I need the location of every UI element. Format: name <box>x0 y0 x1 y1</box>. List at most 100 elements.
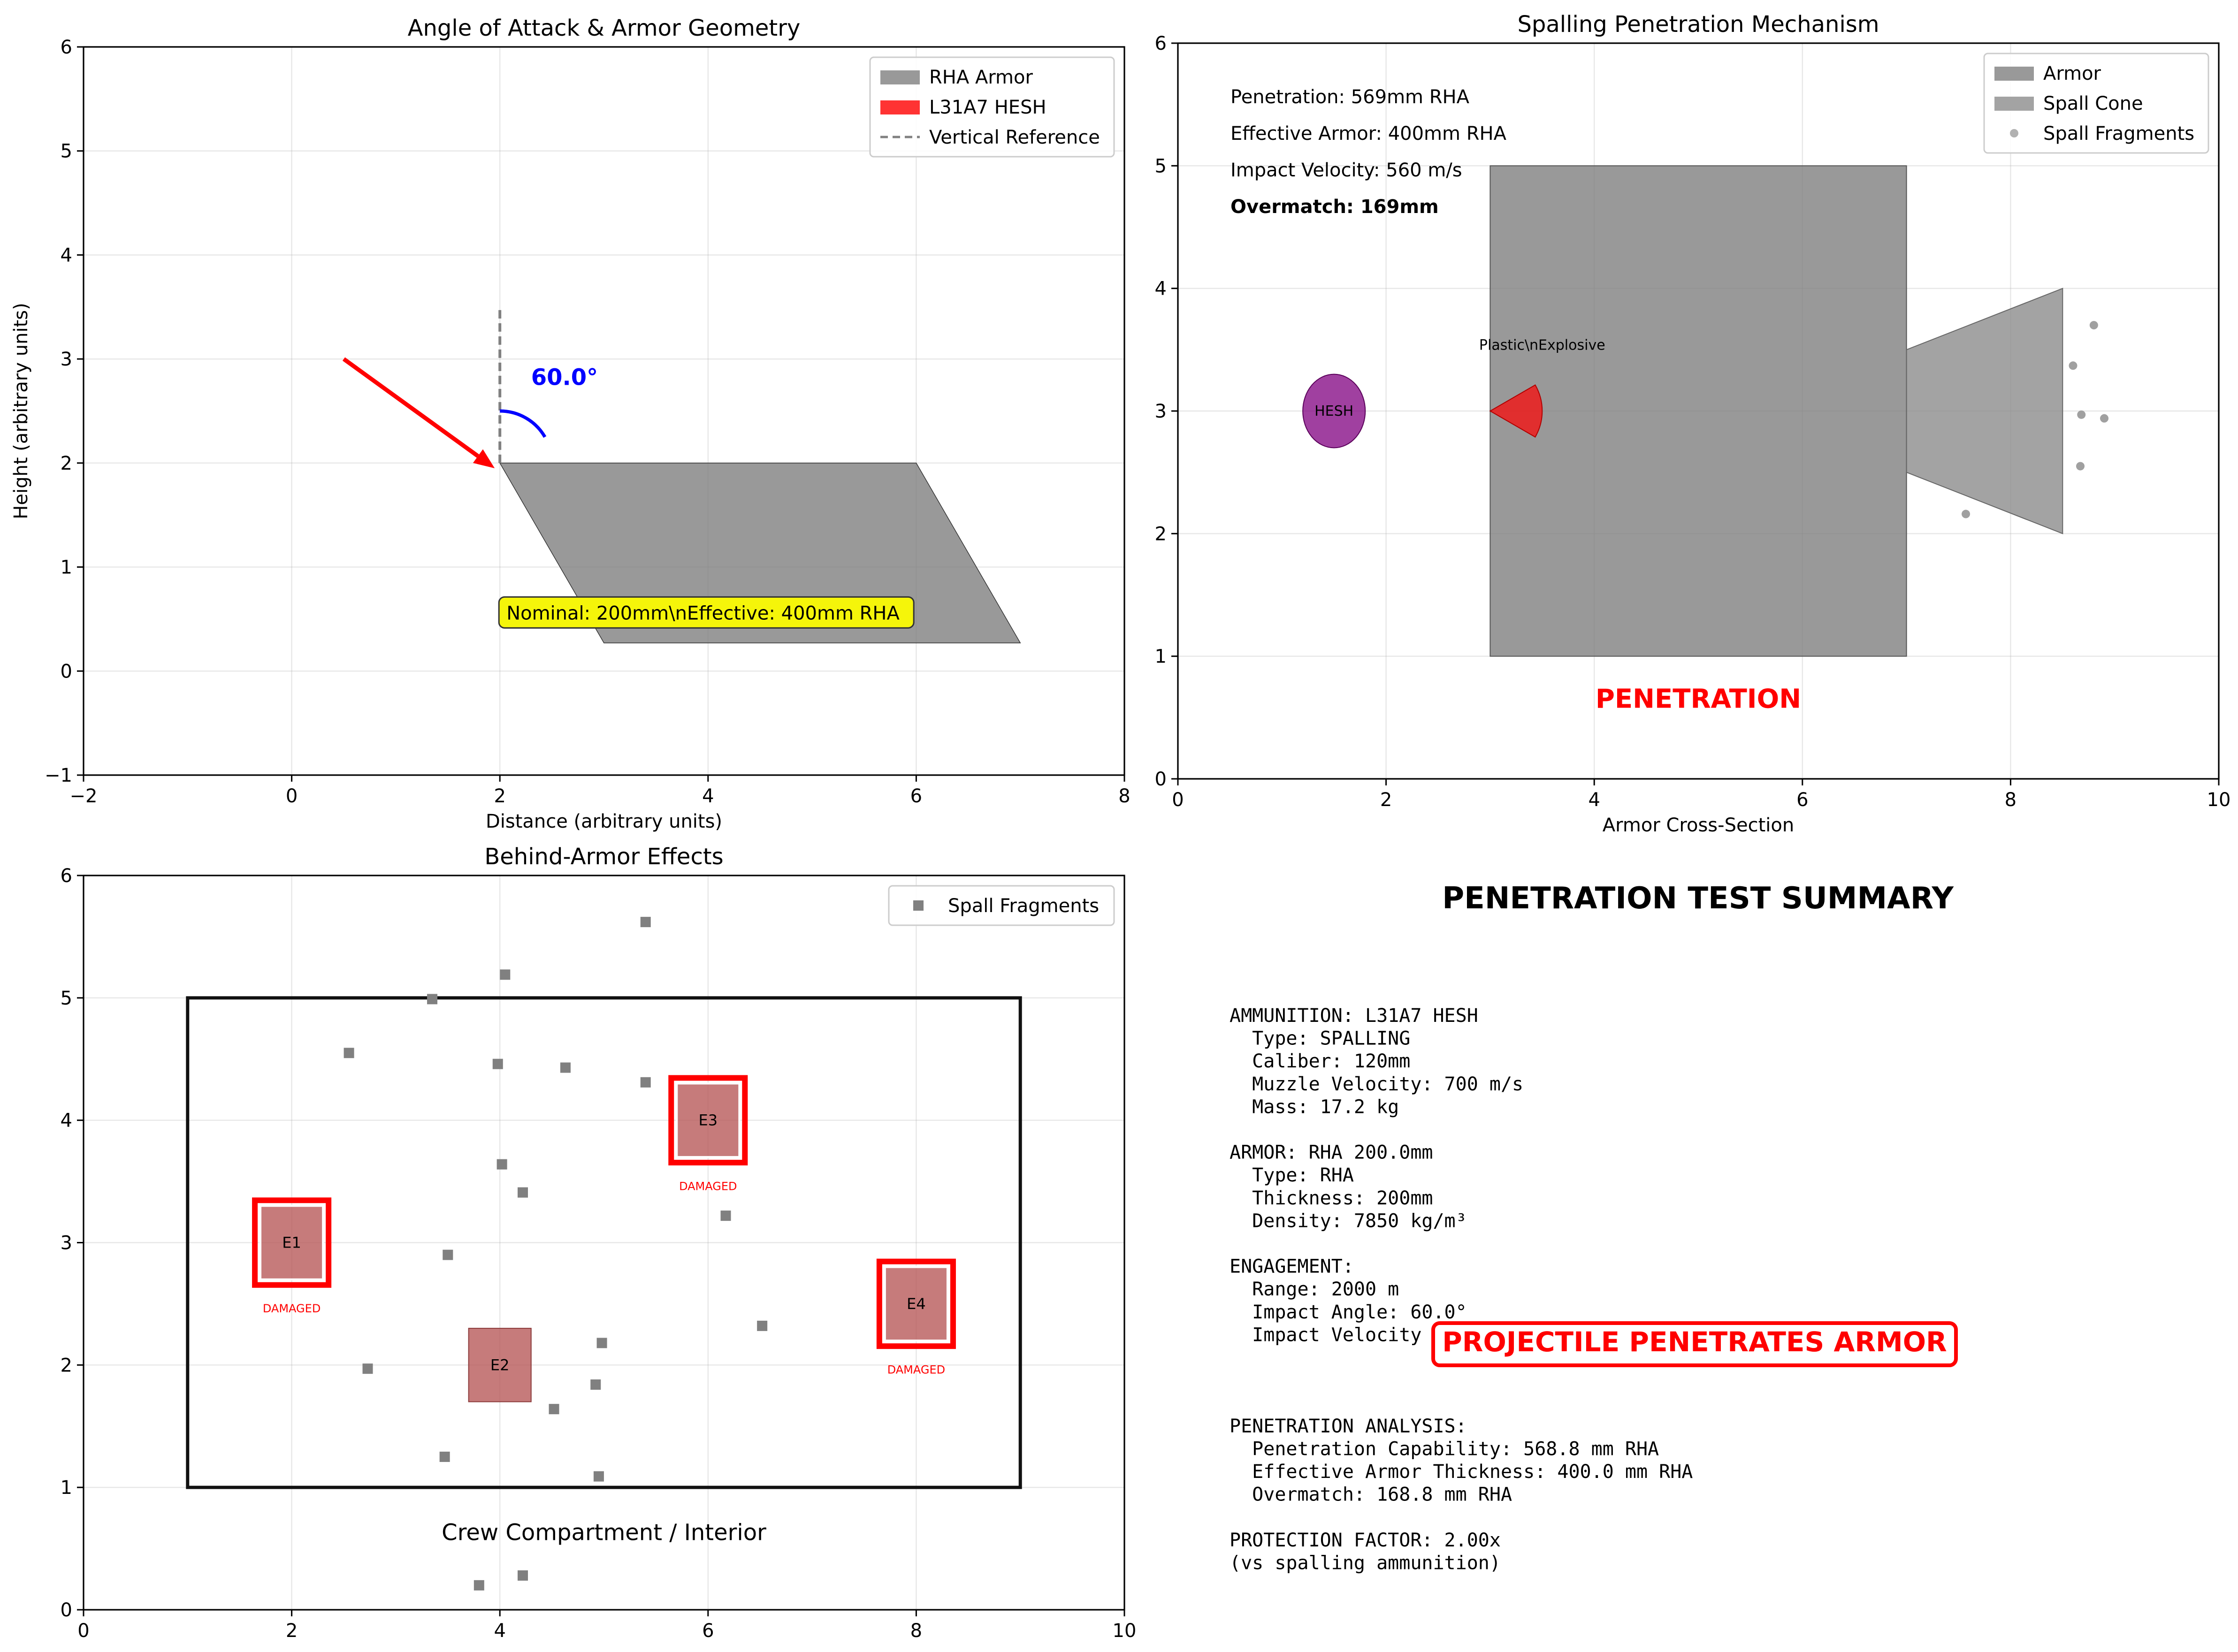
info-line: Penetration: 569mm RHA <box>1230 86 1470 108</box>
legend-label: L31A7 HESH <box>929 97 1046 118</box>
y-tick-label: 5 <box>61 988 72 1009</box>
equipment-item: E4 DAMAGED <box>876 1258 956 1377</box>
y-tick-label: 1 <box>61 557 72 579</box>
summary-line: Impact Velocity <box>1230 1324 1421 1346</box>
y-tick-label: 0 <box>61 661 72 682</box>
y-tick-label: 6 <box>61 37 72 58</box>
legend: Spall Fragments <box>888 885 1115 926</box>
spall-cone <box>1906 288 2063 534</box>
summary-line: Penetration Capability: 568.8 mm RHA <box>1230 1438 1659 1460</box>
info-box-text: Nominal: 200mm\nEffective: 400mm RHA <box>506 602 900 624</box>
panel-behind-armor-effects: 0 2 4 6 8 10 0 1 2 3 4 5 6 Behind-Armor Effects Crew C… <box>61 844 1137 1642</box>
y-tick-label: 0 <box>1155 769 1167 790</box>
equipment-status: DAMAGED <box>679 1180 737 1193</box>
explosive-label: Plastic\nExplosive <box>1479 337 1605 353</box>
equipment-status: DAMAGED <box>887 1363 945 1377</box>
summary-line: Caliber: 120mm <box>1230 1051 1410 1072</box>
y-tick-label: 5 <box>61 141 72 162</box>
projectile-arrow-shaft <box>342 357 480 458</box>
summary-title: PENETRATION TEST SUMMARY <box>1442 881 1954 916</box>
summary-line: Muzzle Velocity: 700 m/s <box>1230 1073 1523 1095</box>
equipment-box <box>468 1328 532 1402</box>
legend: RHA Armor L31A7 HESH Vertical Reference <box>869 56 1115 158</box>
y-tick-label: 4 <box>1155 278 1167 300</box>
hesh-label: HESH <box>1314 403 1353 419</box>
legend-label: Spall Cone <box>2043 93 2143 114</box>
x-tick-label: 0 <box>1172 789 1184 811</box>
equipment-item: E1 DAMAGED <box>252 1197 332 1315</box>
chart-title: Spalling Penetration Mechanism <box>1517 11 1879 38</box>
spall-fragment <box>549 1404 559 1415</box>
spall-fragment <box>640 917 651 928</box>
spall-fragment <box>640 1077 651 1088</box>
legend-label: Spall Fragments <box>2043 123 2194 145</box>
x-tick-label: 4 <box>494 1620 505 1642</box>
legend-label: Armor <box>2043 63 2101 84</box>
equipment-item: E2 <box>468 1328 532 1402</box>
y-tick-label: 5 <box>1155 155 1167 177</box>
x-tick-label: 2 <box>1380 789 1392 811</box>
x-tick-label: 6 <box>910 785 922 807</box>
axes-frame <box>83 875 1125 1611</box>
result-label: PENETRATION <box>1596 684 1801 714</box>
legend-frame <box>1983 53 2209 154</box>
summary-line: ENGAGEMENT: <box>1230 1256 1354 1278</box>
panel-test-summary: PENETRATION TEST SUMMARY AMMUNITION: L31A… <box>1230 881 1958 1574</box>
spall-fragment <box>596 1338 607 1348</box>
y-tick-label: 4 <box>61 244 72 266</box>
y-tick-label: 0 <box>61 1599 72 1621</box>
spall-fragment <box>1962 510 1971 518</box>
x-tick-label: 10 <box>1113 1620 1137 1642</box>
x-tick-label: 4 <box>1588 789 1600 811</box>
y-tick-label: 6 <box>61 865 72 887</box>
equipment-box <box>260 1205 324 1280</box>
y-tick-label: 1 <box>1155 646 1167 668</box>
angle-label: 60.0° <box>531 365 598 391</box>
hesh-projectile <box>1302 373 1366 449</box>
spall-fragment <box>439 1451 450 1462</box>
summary-line: Range: 2000 m <box>1230 1279 1399 1300</box>
spall-fragment <box>517 1570 528 1581</box>
info-line: Overmatch: 169mm <box>1230 196 1439 218</box>
axes-frame <box>1177 42 2220 780</box>
x-tick-label: 0 <box>286 785 298 807</box>
info-box-frame <box>498 596 915 629</box>
y-tick-label: 1 <box>61 1477 72 1499</box>
x-tick-label: 6 <box>702 1620 714 1642</box>
x-tick-label: 4 <box>702 785 714 807</box>
info-line: Effective Armor: 400mm RHA <box>1230 123 1507 145</box>
damage-outline <box>668 1075 748 1165</box>
y-tick-label: 2 <box>61 1355 72 1376</box>
spall-fragment <box>2076 462 2085 471</box>
y-tick-label: 2 <box>1155 523 1167 545</box>
y-tick-label: 3 <box>61 1233 72 1254</box>
spall-fragment <box>720 1210 731 1221</box>
summary-line: Overmatch: 168.8 mm RHA <box>1230 1484 1512 1506</box>
spall-fragment <box>492 1058 503 1069</box>
spall-fragment <box>560 1062 571 1073</box>
legend-swatch <box>1994 97 2034 111</box>
x-tick-label: 8 <box>910 1620 922 1642</box>
spall-fragment <box>500 969 511 980</box>
y-tick-label: −1 <box>45 765 72 786</box>
equipment-status: DAMAGED <box>263 1302 321 1315</box>
spall-fragment <box>517 1187 528 1198</box>
summary-line: Effective Armor Thickness: 400.0 mm RHA <box>1230 1461 1693 1483</box>
spall-fragment <box>362 1363 373 1374</box>
legend-label: Spall Fragments <box>948 895 1099 917</box>
legend: Armor Spall Cone Spall Fragments <box>1983 53 2209 154</box>
x-tick-label: 0 <box>77 1620 89 1642</box>
summary-line: Type: RHA <box>1230 1165 1354 1186</box>
armor-block <box>1489 165 1907 657</box>
x-tick-label: 8 <box>1118 785 1130 807</box>
legend-marker <box>913 900 924 911</box>
legend-label: Vertical Reference <box>929 127 1100 148</box>
summary-line: Type: SPALLING <box>1230 1028 1410 1050</box>
legend-frame <box>888 885 1115 926</box>
compartment-label: Crew Compartment / Interior <box>442 1519 766 1545</box>
y-tick-label: 4 <box>61 1110 72 1132</box>
spall-fragment <box>443 1249 453 1260</box>
summary-line: PROTECTION FACTOR: 2.00x <box>1230 1530 1501 1551</box>
spall-fragment <box>757 1320 768 1331</box>
spall-fragment <box>2089 321 2098 330</box>
